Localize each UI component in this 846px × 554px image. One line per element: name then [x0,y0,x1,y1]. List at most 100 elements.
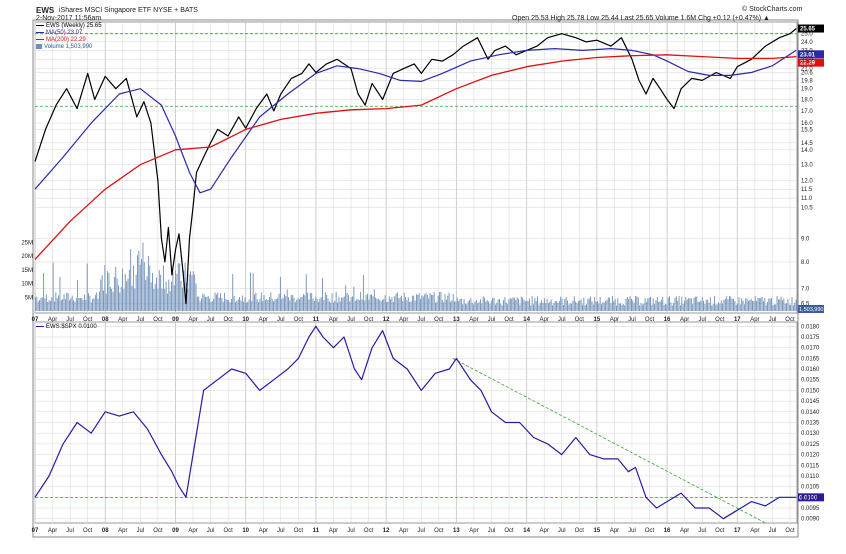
volume-bar [712,304,714,311]
x-tick-label-lower: Apr [469,528,478,534]
volume-bar [205,296,206,311]
volume-bar [541,300,543,311]
volume-bar [311,293,313,311]
volume-bar [792,305,794,311]
volume-bar [659,301,661,311]
lower-trendline [452,357,766,524]
volume-bar [346,293,348,311]
x-tick-label-upper: Oct [785,317,795,323]
volume-bar [83,294,85,311]
volume-bar [690,298,692,311]
volume-bar [621,304,623,311]
volume-bar [769,298,771,311]
volume-bar [229,302,231,311]
x-tick-label-upper: Jul [347,317,355,323]
volume-bar [92,298,94,311]
x-tick-label-upper: Apr [118,317,127,323]
x-tick-label-lower: Jul [277,528,285,534]
volume-bar [226,300,228,311]
volume-tick-label: 25M [21,240,33,246]
volume-bar [481,303,483,311]
volume-bar [275,299,277,311]
volume-bar [752,300,753,311]
volume-tick-label: 20M [21,254,33,260]
volume-bar [164,289,166,311]
volume-bar [694,296,696,311]
x-tick-label-lower: Oct [715,528,725,534]
volume-bar [439,292,441,311]
volume-bar [547,303,549,311]
volume-last-tag [798,305,824,313]
volume-bar [486,299,488,311]
volume-bar [444,294,446,311]
volume-bar [456,297,458,311]
volume-bar [655,300,657,311]
volume-bar [586,304,587,311]
volume-bar [273,301,275,311]
volume-bar [368,299,370,311]
volume-bar [528,298,530,311]
volume-bar [614,299,616,311]
volume-bar [469,300,470,311]
volume-bar [757,297,759,311]
volume-bar [543,298,545,311]
volume-bar [217,292,219,311]
volume-bar [777,299,779,311]
volume-bar [36,296,38,311]
volume-bar [689,298,691,311]
x-tick-label-lower: Oct [153,528,163,534]
volume-bar [403,292,405,311]
volume-bar [537,296,539,311]
volume-bar [753,301,755,311]
volume-bar [245,302,247,311]
volume-bar [402,301,404,311]
volume-bar [707,299,709,311]
volume-bar [334,300,336,311]
volume-bar [654,304,656,311]
x-tick-label-upper: 12 [383,317,390,323]
x-tick-label-lower: 12 [383,528,390,534]
volume-bar [693,297,695,311]
volume-bar [741,298,743,311]
volume-bar [51,297,53,311]
volume-bar [485,301,487,311]
volume-bar [599,297,601,311]
y-tick-label-lower: 0.0110 [801,474,820,480]
volume-bar [49,301,51,311]
volume-bar [484,297,485,311]
x-tick-label-upper: Jul [698,317,706,323]
volume-bar [492,297,494,311]
volume-bar [516,297,518,311]
x-tick-label-upper: 08 [102,317,109,323]
volume-bar [222,301,224,311]
volume-bar [371,294,372,311]
x-tick-label-lower: Oct [785,528,795,534]
ma200-line [34,54,797,260]
legend-volume: Volume 1,503,990 [36,44,92,50]
x-tick-label-upper: 15 [593,317,600,323]
volume-bar [270,292,272,311]
volume-bar [373,289,375,311]
volume-bar [126,281,128,311]
volume-bar [667,297,669,311]
y-tick-label-lower: 0.0105 [801,485,820,491]
volume-bar [573,296,575,311]
volume-bar [52,262,54,311]
volume-bar [116,278,118,311]
x-tick-label-upper: Oct [434,317,444,323]
volume-bar [264,300,266,311]
volume-bar [513,297,515,311]
volume-bar [384,295,386,311]
volume-bar [331,293,333,311]
volume-bar [406,300,408,311]
volume-bar [407,297,409,311]
y-tick-label-upper: 8.0 [801,260,810,266]
volume-bar [153,288,155,311]
volume-bar [775,304,777,311]
x-tick-label-upper: Apr [469,317,478,323]
volume-bar [358,300,360,311]
x-tick-label-lower: Oct [434,528,444,534]
volume-bar [297,297,299,311]
volume-bar [181,287,183,311]
volume-bar [644,298,646,311]
